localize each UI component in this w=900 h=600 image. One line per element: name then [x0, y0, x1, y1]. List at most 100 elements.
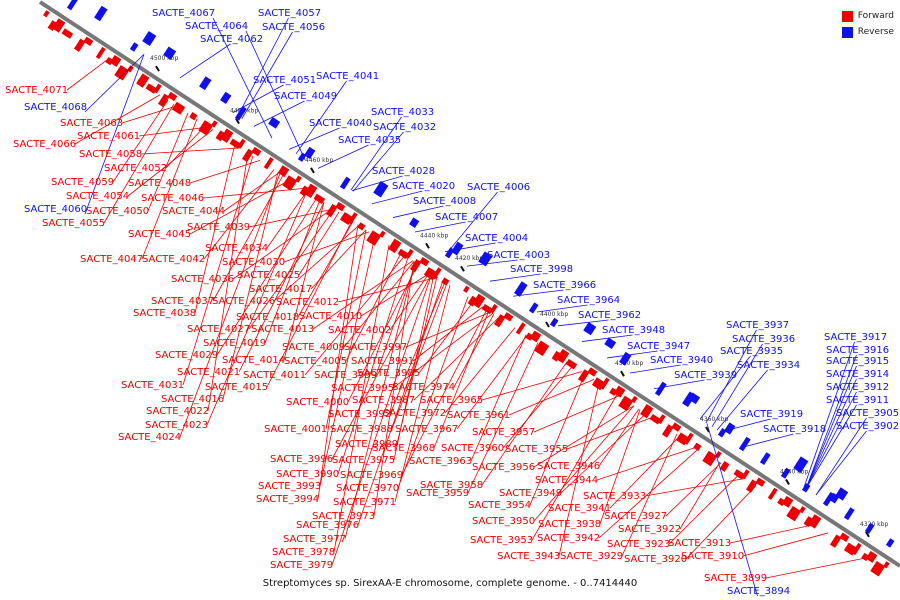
- forward-gene-label: SACTE_3974: [392, 382, 455, 393]
- forward-callout: [304, 255, 406, 376]
- reverse-gene: [373, 180, 389, 198]
- tick-mark: [310, 167, 315, 174]
- forward-callout: [533, 395, 620, 433]
- forward-callout: [644, 478, 746, 497]
- reverse-gene: [66, 0, 79, 11]
- tick-mark: [235, 118, 240, 125]
- forward-gene-label: SACTE_4023: [145, 420, 208, 431]
- tick-label: 4500 kbp: [150, 55, 178, 62]
- reverse-callout: [212, 17, 273, 139]
- forward-gene: [52, 18, 66, 33]
- forward-callout: [264, 199, 321, 344]
- reverse-gene: [234, 106, 247, 121]
- reverse-gene: [451, 241, 464, 256]
- forward-gene-label: SACTE_4071: [5, 85, 68, 96]
- reverse-gene: [220, 91, 232, 104]
- reverse-gene: [268, 117, 281, 129]
- reverse-callout: [241, 31, 293, 119]
- forward-gene-label: SACTE_3975: [332, 455, 395, 466]
- forward-gene: [153, 83, 162, 94]
- forward-callout: [467, 342, 539, 494]
- forward-callout: [206, 190, 308, 426]
- forward-gene: [215, 130, 226, 142]
- forward-gene-label: SACTE_3992: [328, 409, 391, 420]
- forward-callout: [283, 202, 325, 361]
- tick-mark: [620, 370, 625, 377]
- reverse-callout: [699, 355, 751, 420]
- forward-callout: [412, 306, 484, 362]
- forward-gene: [702, 450, 718, 467]
- reverse-gene-label: SACTE_4068: [24, 102, 87, 113]
- forward-gene-label: SACTE_3965: [420, 395, 483, 406]
- forward-gene: [136, 73, 150, 88]
- reverse-gene-label: SACTE_3964: [557, 295, 620, 306]
- forward-gene-label: SACTE_4000: [286, 397, 349, 408]
- forward-gene-label: SACTE_3977: [283, 534, 346, 545]
- reverse-callout: [350, 116, 402, 191]
- forward-gene-label: SACTE_4017: [249, 284, 312, 295]
- forward-gene-label: SACTE_4022: [146, 406, 209, 417]
- reverse-gene-label: SACTE_3916: [826, 345, 889, 356]
- reverse-gene: [843, 507, 855, 521]
- reverse-gene: [94, 5, 108, 22]
- reverse-gene-label: SACTE_3935: [720, 346, 783, 357]
- reverse-callout: [606, 350, 658, 359]
- forward-gene-label: SACTE_4054: [66, 191, 129, 202]
- forward-callout: [207, 152, 249, 412]
- forward-callout: [337, 257, 409, 475]
- forward-callout: [317, 224, 359, 500]
- forward-gene-label: SACTE_4005: [284, 356, 347, 367]
- forward-gene-label: SACTE_4036: [171, 274, 234, 285]
- reverse-callout: [392, 205, 444, 218]
- forward-callout: [216, 197, 318, 356]
- forward-gene-label: SACTE_3995: [331, 383, 394, 394]
- forward-gene-label: SACTE_4009: [282, 342, 345, 353]
- reverse-callout: [84, 54, 145, 215]
- forward-gene-label: SACTE_3946: [537, 461, 600, 472]
- forward-callout: [405, 311, 492, 348]
- tick-mark: [545, 321, 550, 328]
- reverse-gene-label: SACTE_4064: [185, 21, 248, 32]
- forward-gene-label: SACTE_4059: [51, 177, 114, 188]
- chromosome-axis: [38, 0, 900, 568]
- reverse-gene: [717, 428, 727, 438]
- tick-mark: [705, 426, 710, 433]
- forward-gene-label: SACTE_4030: [222, 257, 285, 268]
- reverse-gene-label: SACTE_4057: [258, 8, 321, 19]
- forward-callout: [103, 103, 175, 224]
- forward-gene-label: SACTE_4045: [128, 229, 191, 240]
- forward-gene-label: SACTE_3993: [258, 481, 321, 492]
- forward-gene-label: SACTE_4034: [205, 243, 268, 254]
- forward-gene-label: SACTE_4019: [203, 338, 266, 349]
- forward-callout: [319, 235, 376, 487]
- forward-callout: [248, 208, 335, 330]
- forward-gene-label: SACTE_3988: [330, 424, 393, 435]
- forward-gene-label: SACTE_4039: [187, 222, 250, 233]
- forward-gene: [83, 36, 94, 47]
- reverse-gene-label: SACTE_4062: [200, 34, 263, 45]
- forward-gene: [467, 295, 478, 307]
- reverse-gene-label: SACTE_3917: [824, 332, 887, 343]
- forward-callout: [596, 446, 698, 481]
- forward-gene-label: SACTE_4013: [251, 324, 314, 335]
- forward-callout: [312, 260, 414, 330]
- reverse-gene-label: SACTE_3936: [732, 334, 795, 345]
- reverse-gene: [444, 247, 455, 259]
- forward-gene-label: SACTE_3950: [472, 516, 535, 527]
- reverse-gene: [822, 491, 835, 507]
- forward-callout: [609, 435, 681, 509]
- reverse-callout: [716, 369, 768, 431]
- reverse-callout: [352, 131, 404, 192]
- forward-gene: [534, 340, 550, 357]
- reverse-gene-label: SACTE_3948: [602, 325, 665, 336]
- forward-callout: [357, 280, 444, 526]
- forward-gene-label: SACTE_3938: [538, 519, 601, 530]
- forward-gene: [237, 138, 246, 149]
- forward-gene: [851, 542, 862, 556]
- reverse-callout: [742, 433, 794, 448]
- reverse-gene-label: SACTE_3919: [740, 409, 803, 420]
- forward-gene-label: SACTE_3942: [537, 533, 600, 544]
- forward-gene: [43, 10, 50, 18]
- forward-callout: [337, 276, 439, 303]
